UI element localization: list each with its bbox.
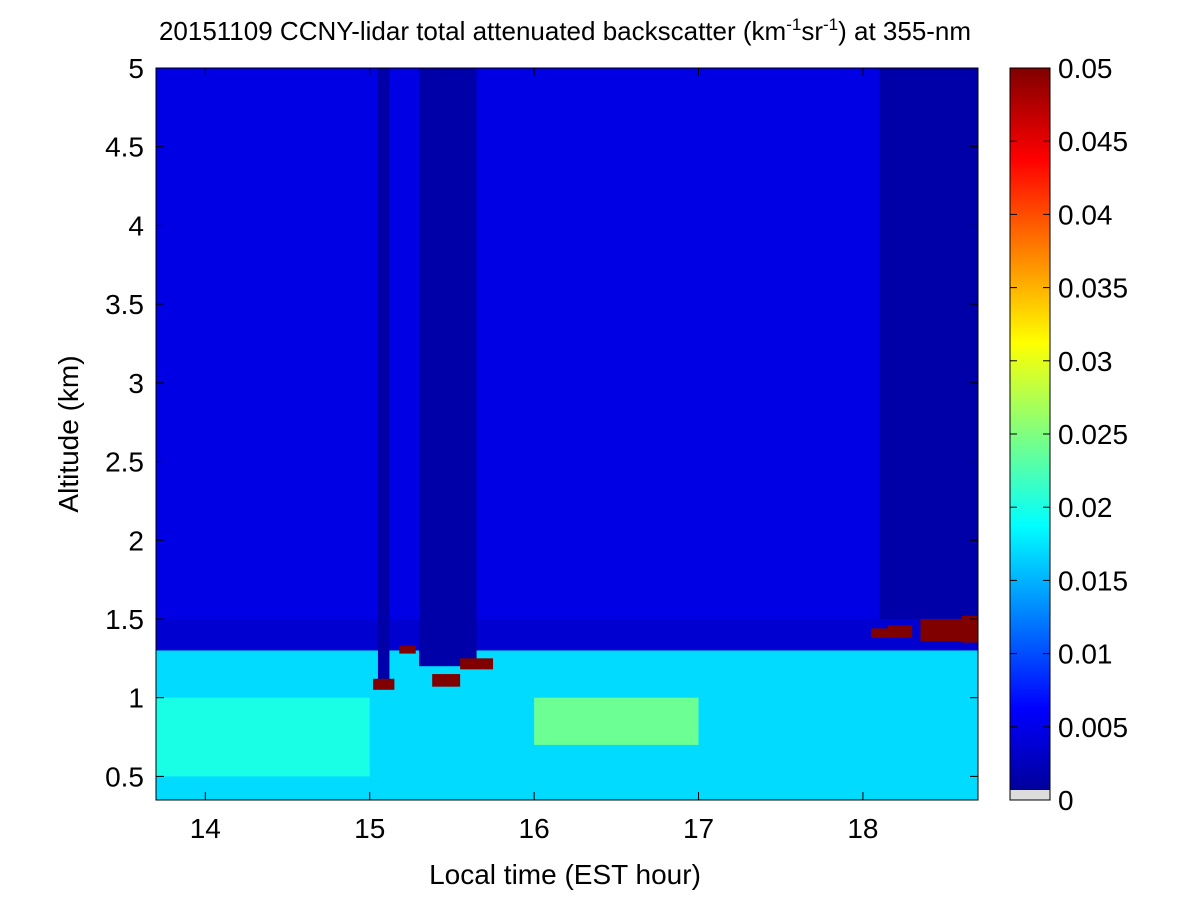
y-tick-label: 2.5 bbox=[105, 447, 144, 478]
y-tick-label: 1.5 bbox=[105, 604, 144, 635]
cloud-patch bbox=[373, 678, 395, 690]
colorbar-tick-label: 0.045 bbox=[1058, 126, 1128, 157]
colorbar-tick-label: 0.005 bbox=[1058, 712, 1128, 743]
colorbar-tick-label: 0.035 bbox=[1058, 273, 1128, 304]
plot-frame bbox=[155, 67, 979, 801]
cloud-patch bbox=[920, 618, 962, 642]
heatmap-region bbox=[156, 697, 370, 777]
chart-title: 20151109 CCNY-lidar total attenuated bac… bbox=[159, 15, 971, 46]
heatmap-region bbox=[377, 68, 390, 682]
x-axis: 14 15 16 17 18 bbox=[190, 68, 878, 844]
x-tick-label: 16 bbox=[519, 813, 550, 844]
y-tick-label: 4 bbox=[128, 210, 144, 241]
y-tick-label: 4.5 bbox=[105, 132, 144, 163]
colorbar-low-swatch bbox=[1010, 790, 1050, 800]
heatmap-region bbox=[879, 68, 978, 619]
y-tick-label: 0.5 bbox=[105, 761, 144, 792]
colorbar-tick-label: 0.025 bbox=[1058, 419, 1128, 450]
y-tick-label: 1 bbox=[128, 683, 144, 714]
x-tick-label: 18 bbox=[847, 813, 878, 844]
heatmap-region bbox=[534, 697, 699, 745]
cloud-patch bbox=[887, 625, 913, 638]
y-tick-label: 3 bbox=[128, 368, 144, 399]
heatmap-region bbox=[156, 68, 978, 619]
heatmap-area bbox=[156, 68, 978, 800]
y-tick-label: 2 bbox=[128, 525, 144, 556]
y-axis-label: Altitude (km) bbox=[53, 355, 84, 512]
y-tick-label: 3.5 bbox=[105, 289, 144, 320]
colorbar: 0 0.005 0.01 0.015 0.02 0.025 0.03 0.035 0.04 0.0… bbox=[1009, 53, 1128, 816]
y-axis: 0.5 1 1.5 2 2.5 3 3.5 4 4.5 5 bbox=[105, 53, 978, 792]
colorbar-tick-label: 0.05 bbox=[1058, 53, 1113, 84]
y-tick-label: 5 bbox=[128, 53, 144, 84]
colorbar-tick-label: 0 bbox=[1058, 785, 1074, 816]
x-tick-label: 17 bbox=[683, 813, 714, 844]
x-tick-label: 15 bbox=[354, 813, 385, 844]
cloud-patch bbox=[961, 615, 978, 643]
colorbar-tick-label: 0.04 bbox=[1058, 199, 1113, 230]
x-tick-label: 14 bbox=[190, 813, 221, 844]
x-axis-label: Local time (EST hour) bbox=[429, 859, 701, 890]
colorbar-tick-label: 0.01 bbox=[1058, 639, 1113, 670]
cloud-patch bbox=[460, 658, 494, 670]
colorbar-tick-label: 0.015 bbox=[1058, 565, 1128, 596]
cloud-patch bbox=[399, 645, 416, 654]
colorbar-tick-label: 0.02 bbox=[1058, 492, 1113, 523]
cloud-patch bbox=[871, 628, 888, 638]
cloud-patch bbox=[432, 674, 461, 687]
colorbar-tick-label: 0.03 bbox=[1058, 346, 1113, 377]
heatmap-region bbox=[419, 68, 477, 667]
